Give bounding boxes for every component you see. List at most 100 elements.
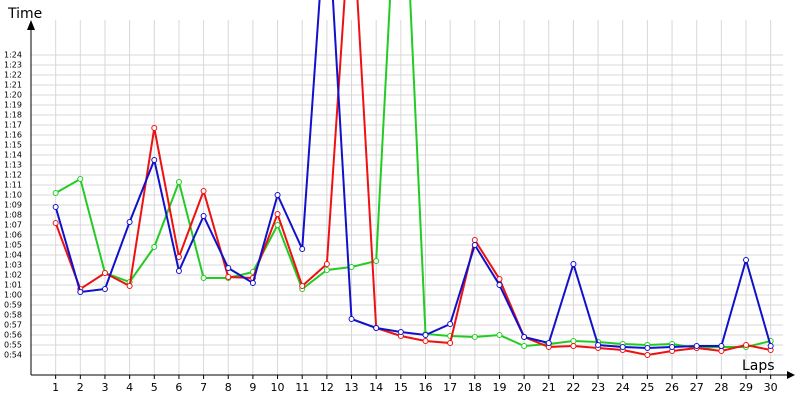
y-tick-label: 1:11 [4,181,22,190]
series-line [54,0,772,350]
y-tick-label: 1:12 [4,171,22,180]
data-point [718,348,725,354]
data-point [323,267,330,273]
data-point [77,176,84,182]
y-tick-label: 1:01 [4,281,22,290]
data-point [299,283,306,289]
data-point [595,342,602,348]
data-point [348,264,355,270]
x-tick-label: 24 [616,381,630,394]
y-tick-label: 1:07 [4,221,22,230]
y-tick-label: 1:06 [4,231,22,240]
data-point [570,343,577,349]
series-line [55,0,771,350]
x-tick-label: 15 [394,381,408,394]
x-axis-arrow [787,371,795,379]
y-axis-arrow [27,20,35,30]
x-tick-label: 14 [369,381,383,394]
x-tick-label: 8 [225,381,232,394]
data-point [743,257,750,263]
data-point [274,192,281,198]
data-point [101,286,108,292]
x-tick-label: 10 [271,381,285,394]
x-tick-label: 30 [764,381,778,394]
data-point [644,345,651,351]
y-axis-label: Time [7,6,42,22]
data-point [718,343,725,349]
data-point [669,344,676,350]
y-tick-label: 0:55 [4,341,22,350]
data-point [545,340,552,346]
data-point [496,282,503,288]
data-point [644,352,651,358]
data-point [471,242,478,248]
data-point [447,340,454,346]
y-tick-label: 1:20 [4,91,22,100]
data-point [249,280,256,286]
x-tick-label: 17 [443,381,457,394]
data-point [767,343,774,349]
x-tick-label: 16 [418,381,432,394]
x-tick-label: 28 [714,381,728,394]
y-tick-label: 1:09 [4,201,22,210]
data-point [422,332,429,338]
data-point [693,343,700,349]
data-point [151,157,158,163]
y-tick-label: 0:58 [4,311,22,320]
x-tick-label: 4 [126,381,133,394]
data-point [323,261,330,267]
y-tick-label: 1:14 [4,151,22,160]
data-point [447,321,454,327]
x-tick-label: 6 [175,381,182,394]
x-tick-label: 26 [665,381,679,394]
data-point [570,338,577,344]
data-point [200,275,207,281]
y-tick-label: 1:24 [4,51,22,60]
data-point [175,268,182,274]
data-point [225,274,232,280]
data-point [274,211,281,217]
data-point [373,325,380,331]
y-tick-label: 1:17 [4,121,22,130]
x-tick-label: 23 [591,381,605,394]
data-point [200,213,207,219]
x-tick-label: 7 [200,381,207,394]
y-tick-label: 1:08 [4,211,22,220]
x-tick-label: 25 [640,381,654,394]
y-tick-label: 1:02 [4,271,22,280]
y-tick-label: 1:04 [4,251,22,260]
y-tick-label: 1:21 [4,81,22,90]
data-point [126,219,133,225]
data-point [126,283,133,289]
x-tick-label: 18 [468,381,482,394]
data-point [471,334,478,340]
y-tick-label: 1:22 [4,71,22,80]
series-line [54,0,771,357]
data-point [151,244,158,250]
data-point [471,237,478,243]
x-tick-label: 3 [101,381,108,394]
data-point [200,188,207,194]
y-tick-label: 1:10 [4,191,22,200]
x-tick-label: 11 [295,381,309,394]
y-tick-label: 0:57 [4,321,22,330]
data-point [521,343,528,349]
y-tick-label: 1:03 [4,261,22,270]
y-tick-label: 0:59 [4,301,22,310]
x-tick-label: 13 [345,381,359,394]
data-point [348,316,355,322]
x-tick-label: 20 [517,381,531,394]
data-point [496,332,503,338]
y-tick-label: 0:54 [4,351,22,360]
data-point [151,125,158,131]
x-tick-label: 1 [52,381,59,394]
data-point [225,265,232,271]
data-point [52,220,59,226]
data-point [570,261,577,267]
y-tick-label: 1:05 [4,241,22,250]
data-point [52,204,59,210]
data-point [422,338,429,344]
data-point [743,342,750,348]
data-point [274,222,281,228]
data-point [619,344,626,350]
